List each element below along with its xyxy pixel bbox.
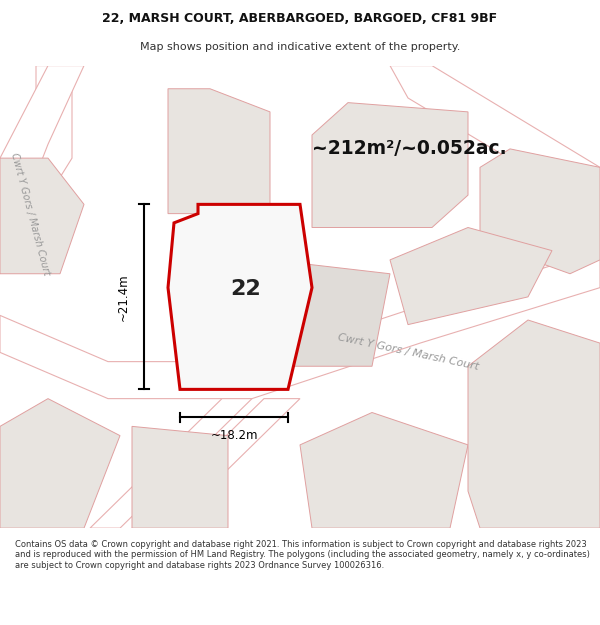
Polygon shape xyxy=(0,66,72,274)
Text: ~18.2m: ~18.2m xyxy=(210,429,258,442)
Polygon shape xyxy=(0,66,84,237)
Polygon shape xyxy=(312,102,468,228)
Text: Cwrt Y Gors / Marsh Court: Cwrt Y Gors / Marsh Court xyxy=(9,151,51,276)
Text: ~212m²/~0.052ac.: ~212m²/~0.052ac. xyxy=(312,139,506,158)
Polygon shape xyxy=(132,399,300,528)
Polygon shape xyxy=(90,399,252,528)
Text: ~21.4m: ~21.4m xyxy=(116,273,130,321)
Polygon shape xyxy=(480,149,600,274)
Text: Map shows position and indicative extent of the property.: Map shows position and indicative extent… xyxy=(140,42,460,52)
Text: 22: 22 xyxy=(230,279,260,299)
Text: 22, MARSH COURT, ABERBARGOED, BARGOED, CF81 9BF: 22, MARSH COURT, ABERBARGOED, BARGOED, C… xyxy=(103,12,497,25)
Polygon shape xyxy=(168,204,312,389)
Polygon shape xyxy=(300,412,468,528)
Text: Contains OS data © Crown copyright and database right 2021. This information is : Contains OS data © Crown copyright and d… xyxy=(15,540,590,569)
Polygon shape xyxy=(390,66,600,204)
Polygon shape xyxy=(210,260,390,366)
Polygon shape xyxy=(132,426,228,528)
Polygon shape xyxy=(0,399,120,528)
Polygon shape xyxy=(168,89,270,214)
Polygon shape xyxy=(0,251,600,399)
Polygon shape xyxy=(0,158,84,274)
Text: Cwrt Y Gors / Marsh Court: Cwrt Y Gors / Marsh Court xyxy=(337,332,479,372)
Polygon shape xyxy=(468,320,600,528)
Polygon shape xyxy=(390,228,552,324)
